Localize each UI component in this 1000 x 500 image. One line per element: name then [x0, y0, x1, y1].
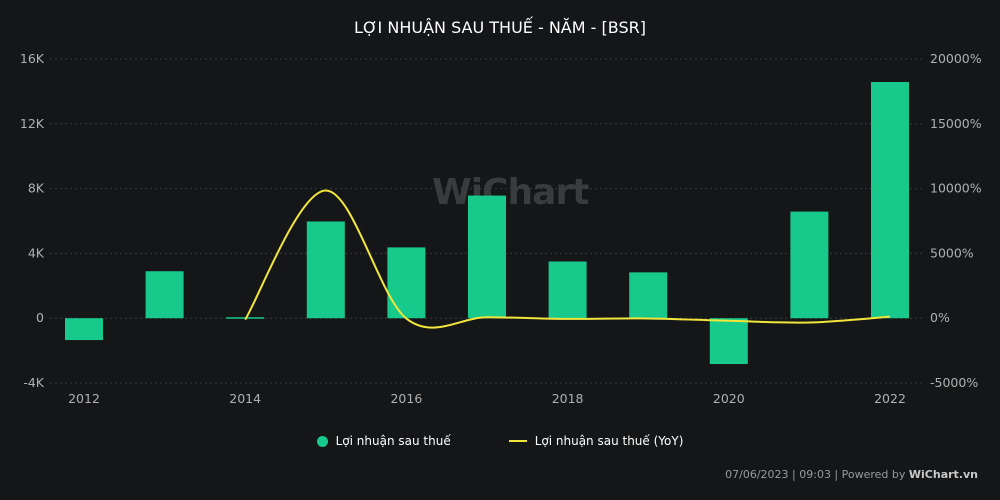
x-tick-label: 2022	[874, 391, 906, 406]
x-tick-label: 2020	[713, 391, 745, 406]
legend-label: Lợi nhuận sau thuế	[335, 434, 451, 448]
legend: Lợi nhuận sau thuế Lợi nhuận sau thuế (Y…	[0, 434, 1000, 448]
footer: 07/06/2023 | 09:03 | Powered by WiChart.…	[725, 468, 978, 481]
x-tick-label: 2018	[552, 391, 584, 406]
watermark-logo: WiChart	[432, 172, 589, 213]
left-tick-label: 0	[36, 310, 44, 325]
bar-2018	[548, 261, 587, 319]
bar-2015	[306, 221, 345, 319]
bar-2012	[65, 318, 103, 341]
legend-item-profit[interactable]: Lợi nhuận sau thuế	[316, 434, 451, 448]
left-tick-label: 4K	[28, 245, 45, 260]
x-tick-label: 2016	[390, 391, 422, 406]
bar-2022	[871, 82, 909, 319]
right-tick-label: 15000%	[930, 116, 982, 131]
right-tick-label: 0%	[930, 310, 950, 325]
left-tick-label: -4K	[23, 375, 44, 390]
right-tick-label: 5000%	[930, 245, 974, 260]
left-tick-label: 8K	[28, 181, 45, 196]
bar-2021	[790, 211, 829, 319]
bar-2019	[629, 272, 668, 319]
right-tick-label: 10000%	[930, 181, 982, 196]
right-tick-label: -5000%	[930, 375, 978, 390]
legend-label: Lợi nhuận sau thuế (YoY)	[534, 434, 684, 448]
legend-dot-icon	[316, 435, 328, 447]
chart-title: LỢI NHUẬN SAU THUẾ - NĂM - [BSR]	[354, 18, 646, 37]
legend-line-icon	[508, 440, 527, 442]
footer-brand-link[interactable]: WiChart.vn	[908, 468, 978, 481]
yoy-line	[244, 189, 891, 329]
legend-item-yoy[interactable]: Lợi nhuận sau thuế (YoY)	[508, 434, 684, 448]
x-tick-label: 2014	[229, 391, 261, 406]
right-tick-label: 20000%	[930, 51, 982, 66]
bar-2013	[145, 271, 184, 319]
bar-2017	[468, 195, 506, 319]
bar-2016	[387, 247, 426, 319]
left-tick-label: 12K	[20, 116, 45, 131]
left-tick-label: 16K	[20, 51, 45, 66]
footer-timestamp: 07/06/2023 | 09:03 | Powered by	[725, 468, 909, 481]
x-tick-label: 2012	[68, 391, 100, 406]
bar-2020	[709, 318, 748, 365]
